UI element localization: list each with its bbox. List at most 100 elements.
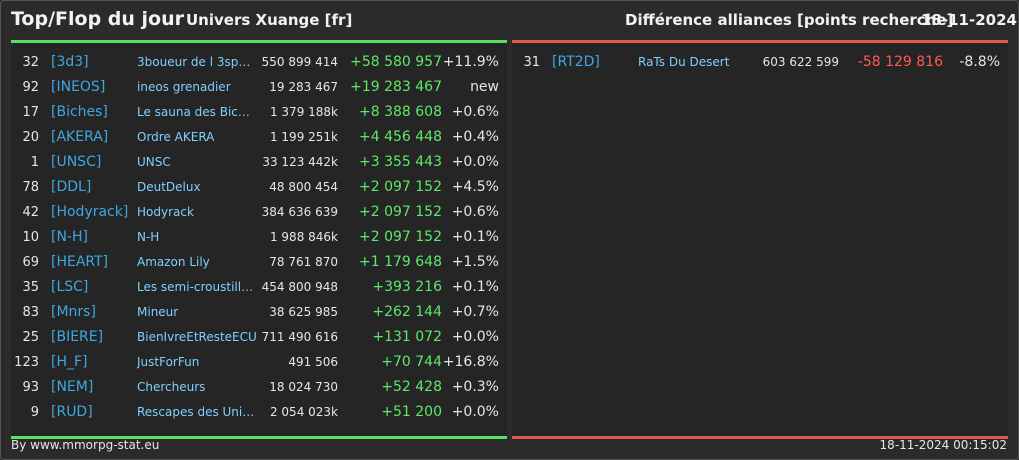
- alliance-tag-link[interactable]: [3d3]: [51, 54, 89, 70]
- alliance-name-link[interactable]: Mineur: [137, 305, 179, 319]
- percent-cell: +0.3%: [451, 379, 499, 395]
- footer-timestamp: 18-11-2024 00:15:02: [879, 438, 1007, 452]
- points-cell: 550 899 414: [261, 55, 338, 69]
- alliance-name-link[interactable]: DeutDelux: [137, 180, 201, 194]
- top-row: 32 [3d3] 3boueur de l 3space 550 899 414 +58…: [11, 50, 507, 75]
- universe-label: Univers Xuange [fr]: [186, 11, 353, 29]
- flop-panel: 31 [RT2D] RaTs Du Desert 603 622 599 -58 129…: [512, 40, 1008, 439]
- alliance-tag-link[interactable]: [Hodyrack]: [51, 204, 129, 220]
- percent-cell: +1.5%: [451, 254, 499, 270]
- diff-cell: +58 580 957: [350, 54, 442, 70]
- points-cell: 1 379 188k: [269, 105, 338, 119]
- top-row: 123 [H_F] JustForFun 491 506 +70 744 +16.8%: [11, 350, 507, 375]
- top-row: 92 [INEOS] ineos grenadier 19 283 467 +19 28…: [11, 75, 507, 100]
- flop-row: 31 [RT2D] RaTs Du Desert 603 622 599 -58 129…: [512, 50, 1008, 75]
- diff-cell: +2 097 152: [359, 229, 442, 245]
- rank-cell: 10: [22, 230, 39, 245]
- points-cell: 18 024 730: [269, 380, 338, 394]
- alliance-tag-link[interactable]: [NEM]: [51, 379, 94, 395]
- alliance-tag-link[interactable]: [RT2D]: [552, 54, 600, 70]
- points-cell: 33 123 442k: [262, 155, 338, 169]
- points-cell: 1 199 251k: [269, 130, 338, 144]
- rank-cell: 83: [22, 305, 39, 320]
- footer-source[interactable]: By www.mmorpg-stat.eu: [11, 438, 160, 452]
- rank-cell: 123: [14, 355, 39, 370]
- diff-cell: +1 179 648: [359, 254, 442, 270]
- alliance-tag-link[interactable]: [HEART]: [51, 254, 109, 270]
- alliance-name-link[interactable]: UNSC: [137, 155, 171, 169]
- alliance-tag-link[interactable]: [DDL]: [51, 179, 92, 195]
- alliance-name-link[interactable]: JustForFun: [137, 355, 200, 369]
- percent-cell: +11.9%: [442, 54, 499, 70]
- percent-cell: new: [470, 79, 499, 95]
- alliance-name-link[interactable]: BienIvreEtResteECU: [137, 330, 257, 344]
- points-cell: 454 800 948: [261, 280, 338, 294]
- metric-title: Différence alliances [points recherche]: [625, 11, 954, 29]
- alliance-name-link[interactable]: Ordre AKERA: [137, 130, 215, 144]
- alliance-tag-link[interactable]: [BIERE]: [51, 329, 104, 345]
- top-row: 42 [Hodyrack] Hodyrack 384 636 639 +2 097 15…: [11, 200, 507, 225]
- alliance-tag-link[interactable]: [INEOS]: [51, 79, 106, 95]
- top-row: 83 [Mnrs] Mineur 38 625 985 +262 144 +0.7%: [11, 300, 507, 325]
- rank-cell: 1: [30, 155, 39, 170]
- percent-cell: +16.8%: [442, 354, 499, 370]
- alliance-tag-link[interactable]: [Biches]: [51, 104, 108, 120]
- rank-cell: 35: [22, 280, 39, 295]
- alliance-tag-link[interactable]: [H_F]: [51, 354, 88, 370]
- percent-cell: -8.8%: [959, 54, 1000, 70]
- rank-cell: 20: [22, 130, 39, 145]
- alliance-name-link[interactable]: Les semi-croustilla...: [137, 280, 257, 294]
- top-row: 20 [AKERA] Ordre AKERA 1 199 251k +4 456 448…: [11, 125, 507, 150]
- alliance-tag-link[interactable]: [Mnrs]: [51, 304, 96, 320]
- diff-cell: +19 283 467: [350, 79, 442, 95]
- diff-cell: +8 388 608: [359, 104, 442, 120]
- alliance-tag-link[interactable]: [LSC]: [51, 279, 89, 295]
- rank-cell: 69: [22, 255, 39, 270]
- rank-cell: 78: [22, 180, 39, 195]
- points-cell: 78 761 870: [269, 255, 338, 269]
- alliance-name-link[interactable]: 3boueur de l 3space: [137, 55, 257, 69]
- alliance-tag-link[interactable]: [AKERA]: [51, 129, 109, 145]
- header: Top/Flop du jour Univers Xuange [fr] Dif…: [0, 0, 1019, 40]
- rank-cell: 31: [523, 55, 540, 70]
- points-cell: 384 636 639: [261, 205, 338, 219]
- top-row: 93 [NEM] Chercheurs 18 024 730 +52 428 +0.3%: [11, 375, 507, 400]
- alliance-tag-link[interactable]: [RUD]: [51, 404, 93, 420]
- top-row: 69 [HEART] Amazon Lily 78 761 870 +1 179 648…: [11, 250, 507, 275]
- diff-cell: +2 097 152: [359, 179, 442, 195]
- top-row: 1 [UNSC] UNSC 33 123 442k +3 355 443 +0.0%: [11, 150, 507, 175]
- rank-cell: 17: [22, 105, 39, 120]
- header-date: 18-11-2024: [921, 11, 1017, 29]
- points-cell: 1 988 846k: [269, 230, 338, 244]
- alliance-tag-link[interactable]: [N-H]: [51, 229, 88, 245]
- diff-cell: +51 200: [381, 404, 442, 420]
- alliance-name-link[interactable]: N-H: [137, 230, 160, 244]
- alliance-name-link[interactable]: RaTs Du Desert: [638, 55, 730, 69]
- points-cell: 711 490 616: [261, 330, 338, 344]
- points-cell: 2 054 023k: [269, 405, 338, 419]
- rank-cell: 32: [22, 55, 39, 70]
- rank-cell: 93: [22, 380, 39, 395]
- rank-cell: 92: [22, 80, 39, 95]
- diff-cell: +393 216: [372, 279, 442, 295]
- top-row: 35 [LSC] Les semi-croustilla... 454 800 948…: [11, 275, 507, 300]
- diff-cell: +131 072: [372, 329, 442, 345]
- alliance-tag-link[interactable]: [UNSC]: [51, 154, 102, 170]
- diff-cell: +4 456 448: [359, 129, 442, 145]
- alliance-name-link[interactable]: ineos grenadier: [137, 80, 231, 94]
- alliance-name-link[interactable]: Le sauna des Biche...: [137, 105, 257, 119]
- alliance-name-link[interactable]: Chercheurs: [137, 380, 206, 394]
- page-title: Top/Flop du jour: [11, 8, 184, 30]
- diff-cell: +52 428: [381, 379, 442, 395]
- alliance-name-link[interactable]: Amazon Lily: [137, 255, 210, 269]
- alliance-name-link[interactable]: Hodyrack: [137, 205, 194, 219]
- alliance-name-link[interactable]: Rescapes des Univ...: [137, 405, 257, 419]
- percent-cell: +0.0%: [451, 329, 499, 345]
- top-row: 17 [Biches] Le sauna des Biche... 1 379 188…: [11, 100, 507, 125]
- points-cell: 48 800 454: [269, 180, 338, 194]
- percent-cell: +0.1%: [451, 229, 499, 245]
- percent-cell: +0.6%: [451, 104, 499, 120]
- diff-cell: +3 355 443: [359, 154, 442, 170]
- top-panel: 32 [3d3] 3boueur de l 3space 550 899 414 +58…: [11, 40, 507, 439]
- points-cell: 491 506: [288, 355, 338, 369]
